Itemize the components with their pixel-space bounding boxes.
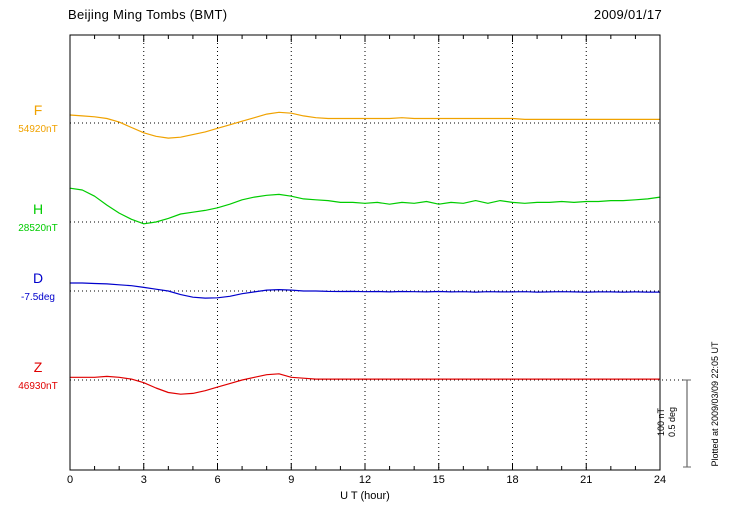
trace-Z [69, 373, 661, 395]
scale-bar-nt-label: 100 nT [656, 407, 666, 437]
channel-F-baseline-value: 54920nT [18, 124, 58, 135]
channel-D-baseline-value: -7.5deg [21, 292, 55, 303]
gridlines [143, 35, 587, 470]
channel-H-label: H [32, 201, 44, 217]
traces [69, 111, 661, 395]
x-tick-label-0: 0 [66, 474, 74, 486]
x-axis-label: U T (hour) [340, 490, 390, 502]
axis-tick-marks [94, 35, 636, 470]
channel-Z-label: Z [33, 359, 43, 375]
x-tick-label-21: 21 [580, 474, 593, 486]
trace-F [69, 111, 661, 139]
date-label: 2009/01/17 [593, 7, 662, 22]
channel-Z-baseline-value: 46930nT [18, 381, 58, 392]
scale-bar [683, 379, 691, 468]
x-tick-label-6: 6 [214, 474, 221, 486]
trace-H [69, 187, 661, 225]
x-tick-label-12: 12 [358, 474, 372, 486]
channel-F-label: F [33, 102, 43, 118]
x-tick-label-3: 3 [140, 474, 147, 486]
x-tick-label-15: 15 [432, 474, 445, 486]
plot-frame [69, 34, 661, 471]
x-tick-label-9: 9 [288, 474, 295, 486]
scale-bar-label: 100 nT 0.5 deg [656, 402, 678, 442]
x-tick-label-18: 18 [506, 474, 519, 486]
baselines [70, 122, 687, 381]
channel-D-label: D [32, 270, 44, 286]
scale-bar-deg-label: 0.5 deg [667, 406, 677, 438]
channel-H-baseline-value: 28520nT [18, 223, 58, 234]
trace-D [69, 282, 661, 299]
station-title: Beijing Ming Tombs (BMT) [68, 7, 228, 22]
plotted-at-note: Plotted at 2009/03/09 22:05 UT [710, 341, 720, 467]
x-tick-label-24: 24 [653, 474, 667, 486]
